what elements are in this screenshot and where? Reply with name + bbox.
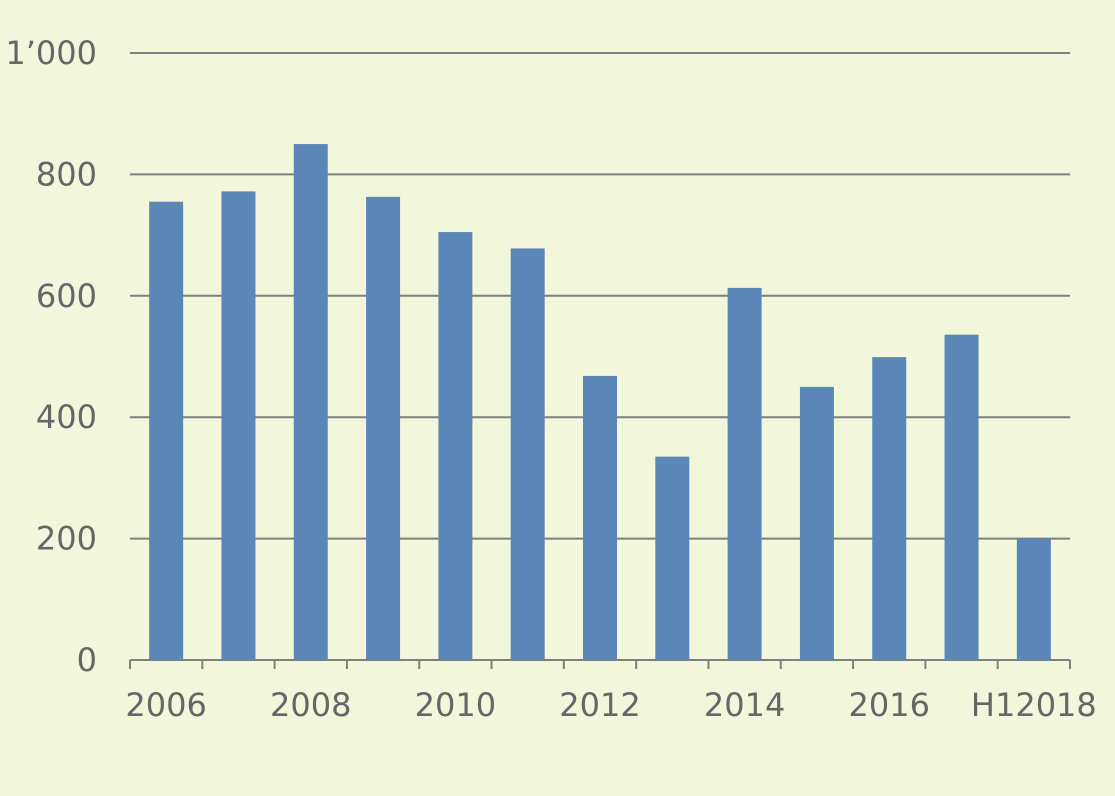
x-tick-label: 2010 — [415, 686, 496, 724]
x-tick-label: H12018 — [971, 686, 1097, 724]
bar-2009 — [366, 196, 401, 660]
bar-2016 — [872, 357, 907, 660]
bar-2006 — [149, 201, 184, 660]
bar-2017 — [944, 334, 979, 660]
bar-2008 — [293, 144, 328, 661]
gridlines — [130, 52, 1070, 540]
y-tick-label: 800 — [36, 155, 97, 193]
y-tick-labels: 0 200 400 600 800 1’000 — [5, 34, 97, 679]
bar-H12018 — [1016, 538, 1051, 660]
x-tick-label: 2016 — [849, 686, 930, 724]
x-tick-label: 2012 — [559, 686, 640, 724]
bar-2010 — [438, 232, 473, 660]
bar-2012 — [583, 375, 617, 660]
y-tick-label: 200 — [36, 520, 97, 558]
y-tick-label: 600 — [36, 277, 97, 315]
bar-2013 — [655, 456, 690, 660]
x-axis — [129, 659, 1071, 669]
bar-2007 — [221, 191, 256, 660]
y-tick-label: 1’000 — [5, 34, 97, 72]
bars — [149, 144, 1051, 661]
y-tick-label: 0 — [77, 641, 97, 679]
bar-2014 — [727, 287, 762, 660]
x-tick-label: 2014 — [704, 686, 785, 724]
x-tick-label: 2008 — [270, 686, 351, 724]
x-tick-labels: 2006 2008 2010 2012 2014 2016 H12018 — [125, 686, 1096, 724]
y-tick-label: 400 — [36, 398, 97, 436]
x-tick-label: 2006 — [125, 686, 206, 724]
bar-2011 — [510, 248, 545, 661]
bar-2015 — [799, 386, 834, 660]
